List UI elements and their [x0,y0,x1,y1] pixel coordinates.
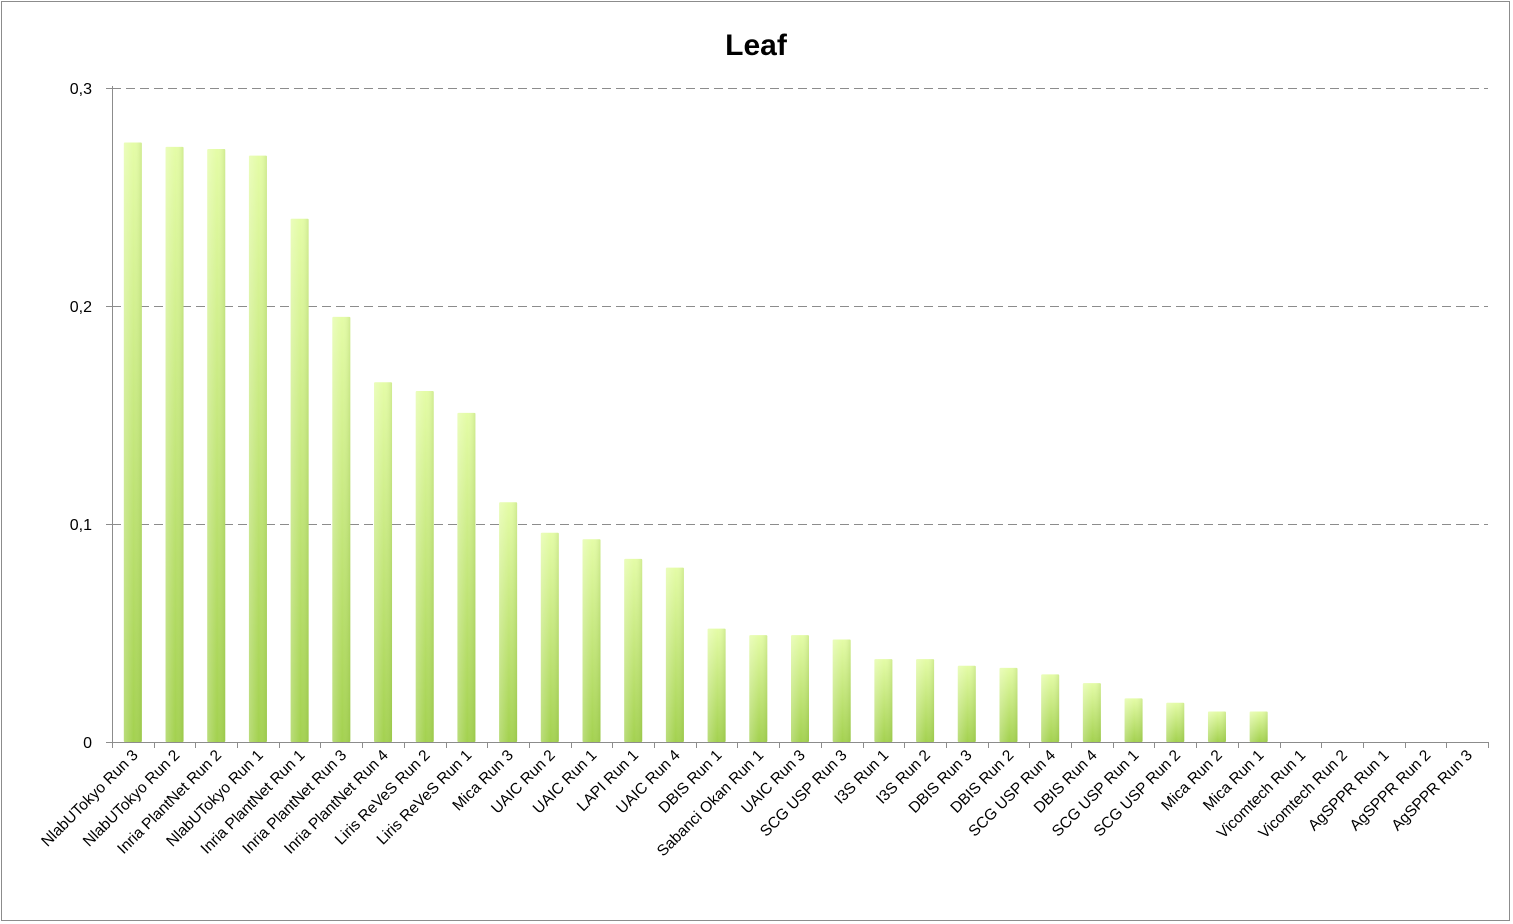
bar-shade [374,382,393,742]
bar-shade [332,316,351,742]
chart-title: Leaf [725,29,788,62]
bar-shade [415,391,434,742]
bar-shade [290,218,309,743]
bar-shade [499,502,518,742]
bar-shade [1124,698,1143,742]
y-tick-label: 0,2 [70,299,92,316]
bar-shade [624,558,643,742]
bar-shade [957,665,976,742]
y-tick-label: 0,3 [70,81,92,98]
bar-shade [1249,711,1268,742]
bar-shade [1166,702,1185,742]
bar-shade [832,639,851,742]
bar-layer [123,142,1268,743]
axis-layer [106,86,1489,748]
bar-shade [123,142,142,742]
bar-shade [540,532,559,742]
bar-shade [582,539,601,742]
bar-shade [1041,674,1060,742]
bar-shade [665,567,684,742]
y-tick-label: 0 [83,735,92,752]
grid-layer [112,88,1488,525]
y-tick-labels: 0 0,1 0,2 0,3 [70,81,92,752]
bar-shade [165,146,184,743]
bar-shade [457,412,476,742]
bar-shade [791,635,809,742]
bar-shade [207,149,226,743]
bar-shade [248,155,267,742]
bar-shade [874,659,893,742]
y-tick-label: 0,1 [70,517,92,534]
bar-shade [999,667,1018,742]
bar-shade [1082,683,1101,742]
bar-shade [707,628,726,742]
bar-shade [749,635,768,742]
bar-shade [916,659,935,742]
bar-shade [1207,711,1226,742]
